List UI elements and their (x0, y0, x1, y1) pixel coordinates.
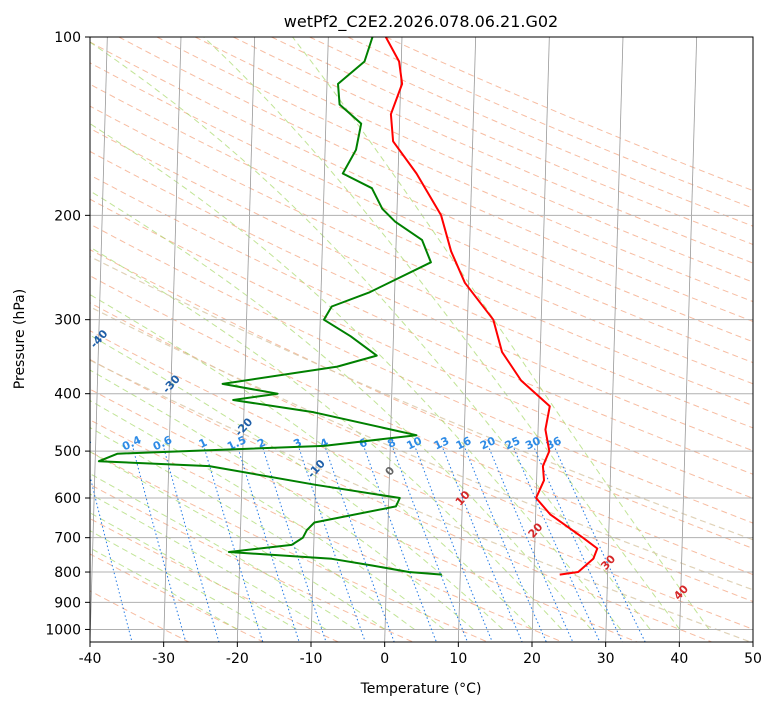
x-axis-label: Temperature (°C) (360, 681, 482, 697)
y-tick-label: 1000 (45, 622, 81, 638)
mixing-ratio-label: 30 (523, 434, 543, 452)
mixing-ratio-line (204, 448, 264, 642)
moist-adiabat (90, 246, 563, 630)
y-tick-label: 200 (54, 208, 81, 224)
isotherm-line (605, 37, 624, 642)
chart-title: wetPf2_C2E2.2026.078.06.21.G02 (284, 12, 558, 32)
dry-adiabat (90, 174, 753, 475)
y-tick-label: 100 (54, 30, 81, 46)
x-tick-label: 0 (380, 651, 389, 667)
dry-adiabat (194, 37, 753, 283)
isotherm-line (236, 37, 256, 642)
mixing-ratio-line (364, 448, 437, 642)
moist-adiabat (203, 37, 681, 630)
x-tick-label: 30 (597, 651, 615, 667)
moist-adiabat (292, 37, 710, 630)
mixing-ratio-label: 25 (503, 434, 522, 452)
moist-adiabat (90, 512, 297, 630)
dry-adiabat (90, 41, 753, 343)
isotherm-line (163, 37, 182, 642)
mixing-ratio-line (163, 448, 220, 642)
mixing-ratio-label: 20 (478, 434, 498, 452)
mixing-ratio-line (554, 448, 646, 642)
x-tick-label: 20 (523, 651, 541, 667)
mixing-ratio-line (534, 448, 623, 642)
mixing-ratio-label: 0.2 (70, 433, 93, 453)
mixing-ratio-line (488, 448, 574, 642)
x-tick-label: -10 (300, 651, 323, 667)
plot-frame (89, 36, 754, 643)
dry-adiabat (90, 483, 414, 642)
x-tick-label: 10 (449, 651, 467, 667)
y-tick-label: 700 (54, 531, 81, 547)
moist-adiabat (90, 369, 474, 630)
isotherm-line (310, 37, 329, 642)
isotherm-line (457, 37, 477, 642)
dry-adiabat (90, 302, 753, 603)
mixing-ratio-line (90, 474, 133, 642)
x-tick-label: -40 (79, 651, 102, 667)
y-tick-label: 900 (54, 595, 81, 611)
mixing-ratio-label: 16 (454, 434, 474, 452)
moist-adiabat (90, 190, 592, 630)
x-tick-label: -20 (226, 651, 249, 667)
isotherm-line (90, 37, 108, 642)
mixing-ratio-line (262, 448, 327, 642)
moist-adiabat (90, 427, 415, 630)
x-tick-label: 50 (744, 651, 762, 667)
isotherm-line (678, 37, 698, 642)
dry-adiabat (90, 105, 753, 407)
isotherm-line (384, 37, 403, 642)
y-tick-label: 800 (54, 565, 81, 581)
moist-adiabat (90, 334, 504, 630)
dry-adiabat (90, 127, 753, 429)
dry-adiabat (90, 150, 753, 452)
mixing-ratio-label: 10 (405, 434, 425, 452)
isotherm-line (531, 37, 550, 642)
x-tick-label: -30 (152, 651, 175, 667)
y-tick-label: 300 (54, 313, 81, 329)
mixing-ratio-label: 13 (432, 434, 451, 452)
x-tick-label: 40 (670, 651, 688, 667)
dry-adiabat (90, 330, 753, 630)
moist-adiabat (90, 493, 327, 630)
moist-adiabat (90, 41, 651, 630)
moist-adiabat (90, 123, 622, 630)
moist-adiabat (90, 473, 356, 630)
dry-adiabat (118, 37, 753, 322)
temperature-profile (384, 37, 599, 576)
mixing-ratio-line (325, 448, 395, 642)
dry-adiabat (90, 275, 753, 576)
dry-adiabat (385, 37, 753, 192)
dry-adiabat (90, 249, 753, 549)
moist-adiabat (90, 451, 386, 630)
dry-adiabat (347, 37, 753, 209)
y-axis-label: Pressure (hPa) (12, 289, 28, 389)
dry-adiabat (90, 388, 638, 642)
dewpoint-profile (97, 37, 442, 576)
y-tick-label: 400 (54, 387, 81, 403)
moist-adiabat (90, 530, 268, 630)
moist-adiabat (90, 399, 445, 630)
dry-adiabat (90, 83, 753, 385)
y-tick-label: 500 (54, 444, 81, 460)
mixing-ratio-line (513, 448, 601, 642)
mixing-ratio-line (298, 448, 366, 642)
dry-adiabat (271, 37, 753, 246)
moist-adiabat (90, 306, 753, 591)
y-tick-label: 600 (54, 491, 81, 507)
